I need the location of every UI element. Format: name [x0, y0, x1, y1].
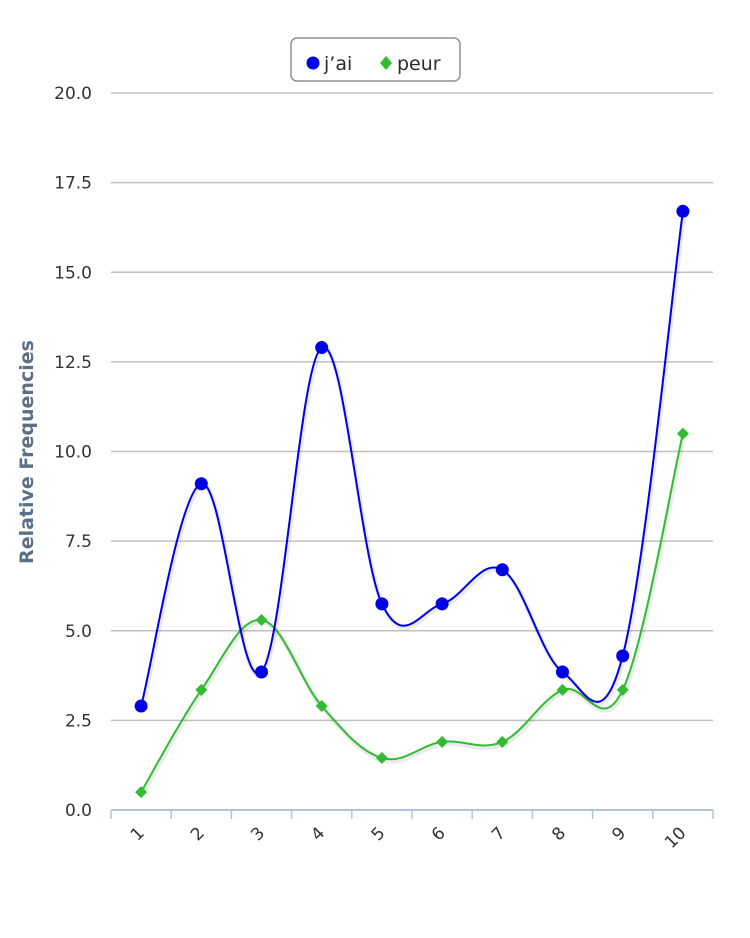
legend-item-peur[interactable]: peur	[380, 53, 441, 75]
data-point	[315, 700, 328, 713]
x-tick-label: 6	[428, 823, 450, 845]
legend[interactable]: j’ai peur	[290, 37, 461, 82]
x-tick-label: 5	[368, 823, 390, 845]
x-axis: 1 2 3 4 5 6 7 8 9 10	[110, 809, 714, 853]
data-point	[556, 665, 569, 679]
data-point	[375, 597, 389, 611]
y-tick-label: 15.0	[54, 263, 92, 283]
x-tick-label: 2	[187, 823, 209, 845]
y-tick-label: 2.5	[65, 711, 92, 731]
data-point	[616, 683, 629, 696]
data-point	[676, 204, 690, 218]
data-point	[616, 649, 630, 663]
x-tick-label: 7	[488, 823, 510, 845]
x-tick-label: 1	[127, 823, 149, 845]
legend-diamond-icon	[380, 56, 392, 70]
x-tick-label: 3	[247, 823, 269, 845]
data-point	[435, 597, 449, 611]
y-axis: 0.0 2.5 5.0 7.5 10.0 12.5 15.0 17.5 20.0	[54, 84, 92, 821]
x-tick-label: 8	[548, 823, 570, 845]
y-tick-label: 7.5	[65, 532, 92, 552]
series-jai	[134, 204, 690, 713]
data-point	[436, 735, 449, 748]
legend-item-jai[interactable]: j’ai	[306, 53, 353, 75]
grid	[111, 92, 713, 722]
data-point	[315, 341, 329, 355]
x-tick-label: 9	[608, 823, 630, 845]
y-tick-label: 0.0	[65, 801, 92, 821]
data-point	[495, 563, 509, 577]
data-point	[255, 613, 268, 626]
series-line-shadow	[139, 212, 687, 709]
series-line	[140, 211, 684, 707]
data-point	[496, 735, 509, 748]
legend-box	[290, 37, 461, 82]
data-point	[255, 665, 268, 679]
series-line	[140, 433, 684, 793]
y-tick-label: 17.5	[54, 174, 92, 194]
y-axis-title: Relative Frequencies	[16, 340, 38, 564]
data-point	[556, 683, 569, 696]
x-tick-label: 4	[307, 823, 329, 845]
data-point	[134, 699, 148, 713]
data-point	[375, 752, 388, 765]
y-tick-label: 12.5	[54, 353, 92, 373]
series	[134, 204, 690, 799]
y-tick-label: 20.0	[54, 84, 92, 104]
y-tick-label: 10.0	[54, 443, 92, 463]
series-peur	[135, 427, 689, 799]
legend-label-jai: j’ai	[323, 53, 352, 75]
legend-label-peur: peur	[397, 53, 441, 75]
data-point	[676, 427, 689, 440]
y-tick-label: 5.0	[65, 622, 92, 642]
legend-circle-icon	[306, 56, 320, 70]
data-point	[194, 477, 208, 491]
x-tick-label: 10	[661, 823, 690, 852]
series-line-shadow	[139, 435, 687, 796]
data-point	[195, 683, 208, 696]
data-point	[135, 786, 148, 799]
